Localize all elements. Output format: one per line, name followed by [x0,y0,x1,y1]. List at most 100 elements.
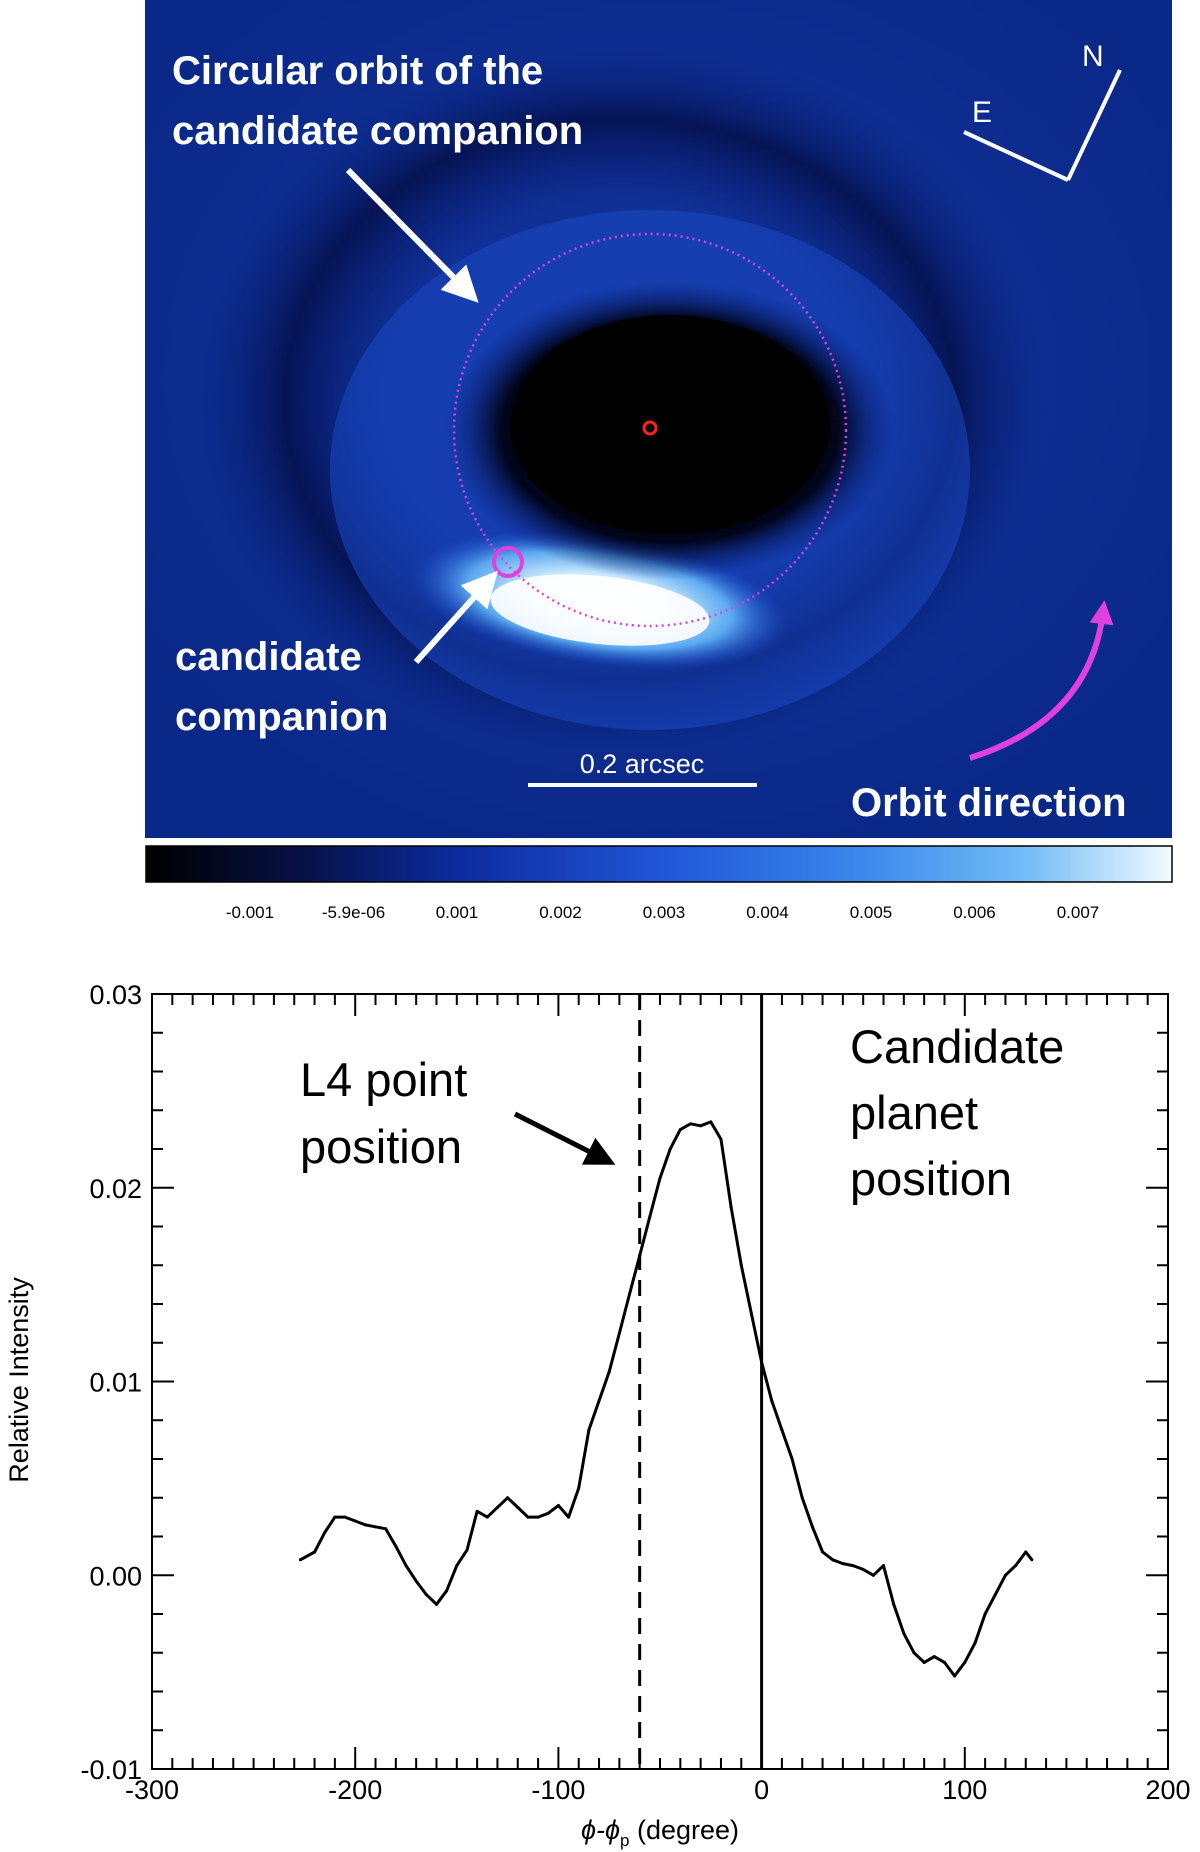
bright-arc-inner [490,574,710,646]
data-point [445,1589,449,1593]
planet-label-line2: planet [850,1086,978,1139]
data-point [760,1360,764,1364]
data-point [851,1564,855,1568]
colorbar-tick-label: -0.001 [226,903,274,922]
central-dark-core [510,315,830,535]
data-point [597,1399,601,1403]
data-point [932,1655,936,1659]
data-point [526,1515,530,1519]
data-point [404,1564,408,1568]
l4-label-line2: position [300,1120,462,1173]
data-point [485,1515,489,1519]
y-axis-label: Relative Intensity [4,1277,34,1483]
data-point [1030,1558,1034,1562]
companion-arrow [413,570,499,665]
data-point [749,1312,753,1316]
series-line-relative-intensity [299,1120,1034,1678]
line-chart: -300 -200 -100 0 100 200 -0.01 0.00 0.01 0.02 0.03… [4,980,1191,1850]
data-point [333,1515,337,1519]
data-point [871,1573,875,1577]
data-point [495,1505,499,1509]
x-axis-label: ϕ-ϕp (degree) [581,1815,739,1850]
x-tick-label: -100 [531,1775,585,1805]
data-point [1014,1564,1018,1568]
data-point [556,1504,560,1507]
data-point [638,1254,642,1258]
reference-lines [638,994,764,1769]
colorbar-tick-label: 0.005 [850,903,893,922]
data-point [810,1525,814,1529]
data-point [607,1370,611,1374]
data-point [699,1124,703,1128]
data-point [861,1567,865,1571]
data-point [617,1331,621,1335]
data-point [668,1147,672,1151]
data-point [821,1550,825,1554]
data-point [892,1602,896,1606]
data-point [506,1496,510,1500]
data-point [973,1641,977,1645]
data-point [343,1515,347,1519]
orbit-circle [452,232,848,628]
data-point [719,1137,723,1141]
data-point [831,1558,835,1562]
y-tick-label: -0.01 [80,1755,142,1785]
star-marker [642,420,658,436]
plot-frame [151,993,1169,1770]
data-point [394,1544,398,1548]
compass: N E [963,40,1122,182]
data-point [739,1263,743,1267]
data-point [384,1527,388,1531]
scalebar-label: 0.2 arcsec [580,749,705,779]
data-point [983,1612,987,1616]
data-point [902,1631,906,1635]
data-point [567,1515,571,1519]
y-tick-label: 0.00 [89,1561,142,1591]
y-tick-label: 0.03 [89,980,142,1010]
x-axis-label-unit: (degree) [637,1815,739,1845]
axis-ticks [151,993,1169,1770]
data-point [516,1505,520,1509]
data-point [313,1550,317,1554]
colorbar-tick-label: 0.006 [953,903,996,922]
colorbar-gradient [145,845,1173,883]
data-point [729,1205,733,1209]
x-axis-label-main: ϕ-ϕ [581,1815,620,1845]
compass-east-label: E [972,96,992,129]
data-point [323,1531,327,1535]
y-tick-label: 0.02 [89,1174,142,1204]
data-point [678,1128,682,1132]
data-point [942,1660,946,1664]
x-axis-label-space [629,1815,637,1845]
orbit-label-line2: candidate companion [172,109,583,153]
data-point [465,1548,469,1552]
data-point [577,1486,581,1490]
data-point [1024,1550,1028,1554]
planet-label-line3: position [850,1152,1012,1205]
orbit-direction-arrow [969,600,1114,761]
data-point [536,1515,540,1519]
data-point [414,1579,418,1583]
data-point [780,1428,784,1432]
orbit-direction-label: Orbit direction [851,781,1127,825]
orbit-label-line1: Circular orbit of the [172,49,543,93]
data-point [353,1519,357,1523]
data-point [790,1457,794,1461]
colorbar: -0.001 -5.9e-06 0.001 0.002 0.003 0.004 0.005 0… [145,845,1173,922]
colorbar-tick-label: 0.001 [436,903,479,922]
colorbar-tick-label: 0.002 [539,903,582,922]
colorbar-tick-label: -5.9e-06 [322,903,385,922]
data-point [800,1496,804,1500]
data-point [434,1602,438,1606]
data-point [455,1564,459,1568]
data-point [658,1176,662,1180]
data-point [298,1558,302,1562]
series-points [298,1120,1034,1678]
data-point [374,1525,378,1529]
planet-label-line1: Candidate [850,1020,1064,1073]
orbit-label-arrow [345,167,479,303]
data-point [363,1523,367,1527]
axis-tick-labels: -300 -200 -100 0 100 200 -0.01 0.00 0.01 0.02 0.03 [80,980,1190,1805]
companion-marker [492,546,524,578]
